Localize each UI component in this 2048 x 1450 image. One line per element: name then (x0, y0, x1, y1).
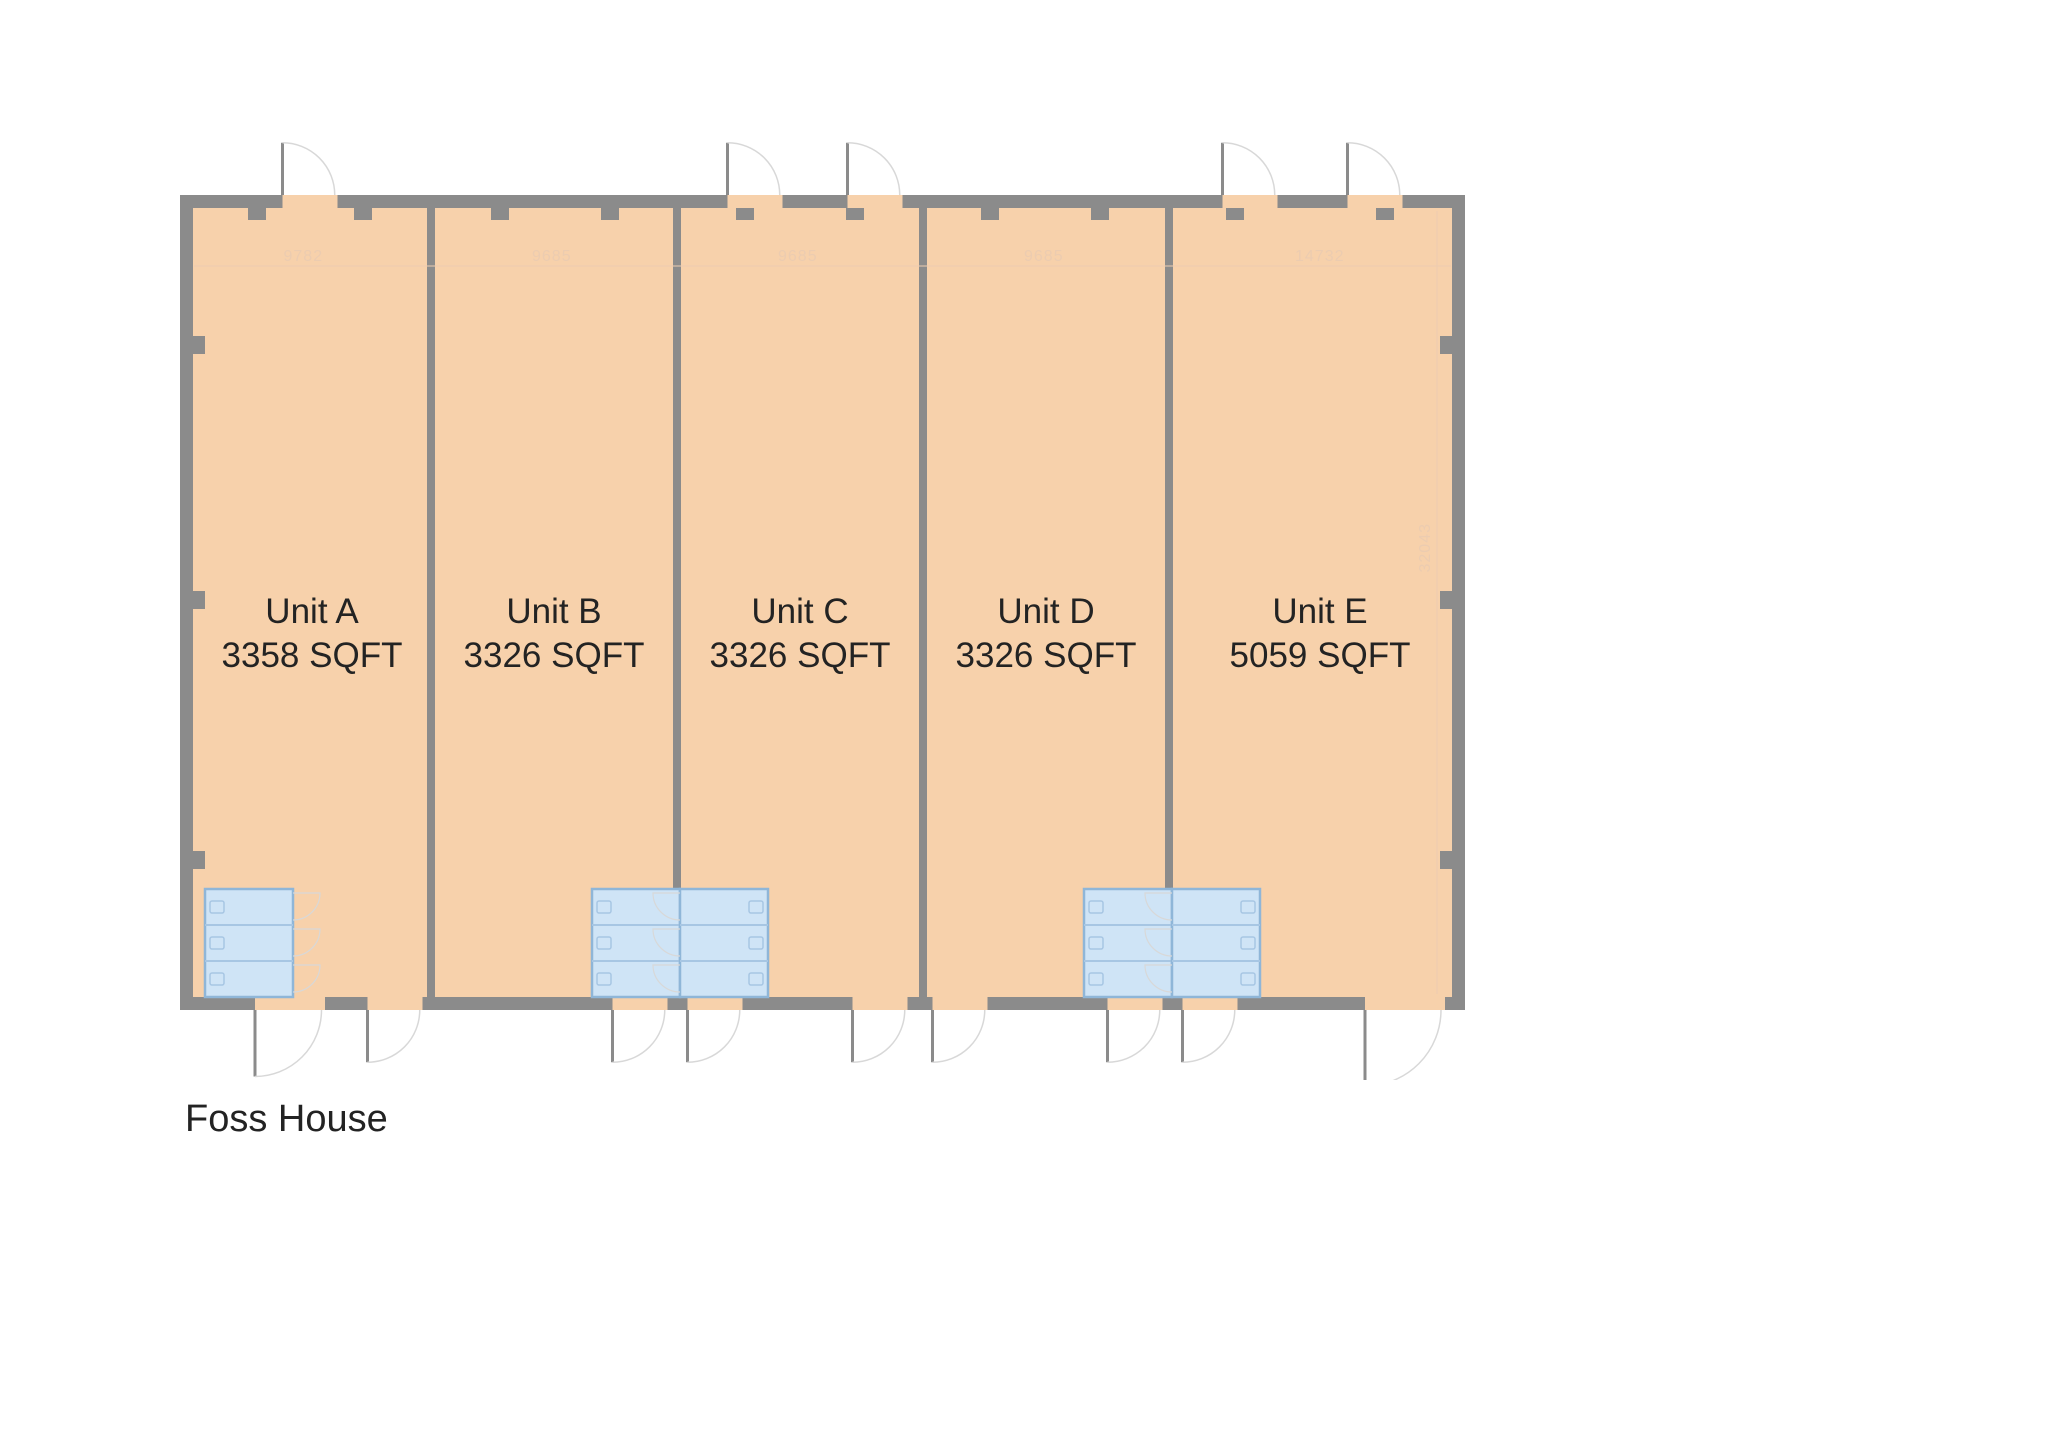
page: Unit A 3358 SQFT Unit B 3326 SQFT Unit C… (0, 0, 2048, 1450)
dim-top-b: 9685 (532, 248, 572, 266)
unit-area: 3358 SQFT (222, 634, 403, 678)
unit-name: Unit E (1230, 590, 1411, 634)
unit-label-b: Unit B 3326 SQFT (464, 590, 645, 678)
unit-area: 3326 SQFT (710, 634, 891, 678)
dim-right: 32043 (1417, 523, 1435, 573)
unit-area: 5059 SQFT (1230, 634, 1411, 678)
building-title: Foss House (185, 1098, 388, 1141)
dim-top-e: 14732 (1295, 248, 1345, 266)
unit-area: 3326 SQFT (956, 634, 1137, 678)
unit-area: 3326 SQFT (464, 634, 645, 678)
unit-label-e: Unit E 5059 SQFT (1230, 590, 1411, 678)
unit-label-a: Unit A 3358 SQFT (222, 590, 403, 678)
unit-name: Unit B (464, 590, 645, 634)
unit-name: Unit A (222, 590, 403, 634)
unit-label-d: Unit D 3326 SQFT (956, 590, 1137, 678)
unit-label-c: Unit C 3326 SQFT (710, 590, 891, 678)
dim-top-c: 9685 (778, 248, 818, 266)
dim-top-a: 9782 (284, 248, 324, 266)
unit-name: Unit D (956, 590, 1137, 634)
unit-name: Unit C (710, 590, 891, 634)
dim-top-d: 9685 (1024, 248, 1064, 266)
